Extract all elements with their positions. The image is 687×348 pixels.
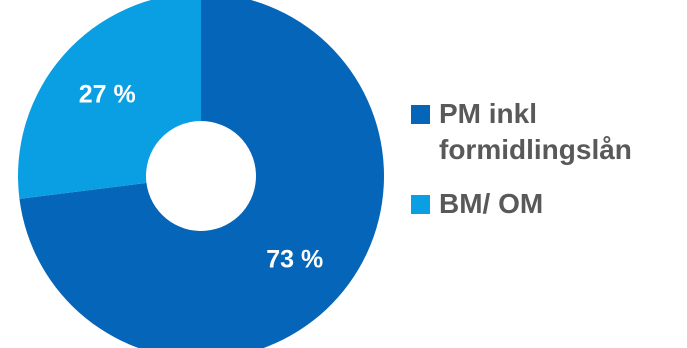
donut-data-labels: 73 % 27 % (79, 80, 324, 273)
legend-swatch-pm (411, 105, 430, 124)
legend-swatch-bm (411, 195, 430, 214)
legend-item-pm: PM inkl formidlingslån (411, 96, 681, 168)
donut-chart: 73 % 27 % (18, 0, 384, 348)
legend-label-bm: BM/ OM (439, 186, 543, 222)
chart-legend: PM inkl formidlingslån BM/ OM (411, 96, 681, 240)
donut-slice-pm (19, 0, 384, 348)
donut-slices (18, 0, 384, 348)
legend-label-pm-line2: formidlingslån (439, 134, 632, 165)
legend-label-pm: PM inkl formidlingslån (439, 96, 632, 168)
legend-label-bm-line1: BM/ OM (439, 188, 544, 219)
donut-slice-bm (18, 0, 201, 199)
data-label-pm: 73 % (266, 246, 323, 274)
data-label-bm: 27 % (79, 80, 136, 108)
legend-label-pm-line1: PM inkl (439, 98, 538, 129)
legend-item-bm: BM/ OM (411, 186, 681, 222)
